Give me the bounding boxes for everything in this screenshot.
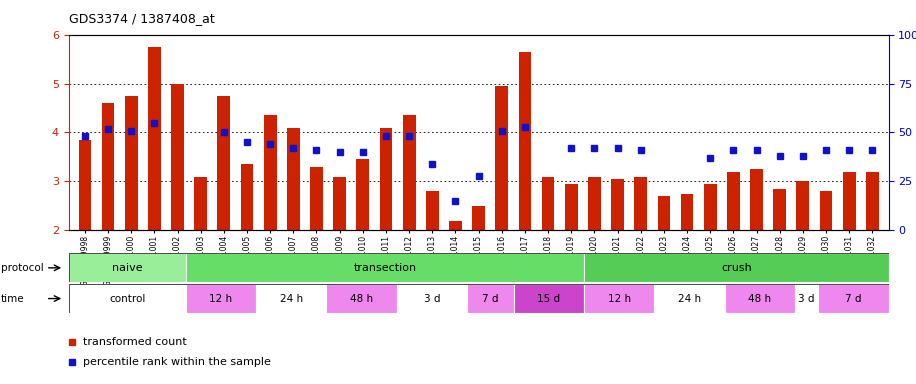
Bar [326, 284, 397, 313]
Bar [186, 253, 584, 282]
Bar [773, 189, 786, 230]
Bar [426, 191, 439, 230]
Text: 12 h: 12 h [210, 293, 233, 304]
Bar [797, 182, 809, 230]
Bar [681, 194, 693, 230]
Bar [635, 177, 647, 230]
Bar [148, 47, 160, 230]
Bar [311, 167, 322, 230]
Bar [514, 284, 584, 313]
Text: control: control [109, 293, 146, 304]
Bar [820, 191, 833, 230]
Text: 7 d: 7 d [845, 293, 862, 304]
Bar [818, 284, 889, 313]
Text: naive: naive [112, 263, 143, 273]
Text: percentile rank within the sample: percentile rank within the sample [83, 358, 271, 367]
Text: protocol: protocol [1, 263, 44, 273]
Bar [467, 284, 514, 313]
Bar [584, 253, 889, 282]
Text: 7 d: 7 d [482, 293, 498, 304]
Bar [750, 169, 763, 230]
Text: 12 h: 12 h [607, 293, 631, 304]
Bar [69, 284, 186, 313]
Bar [186, 284, 256, 313]
Bar [449, 220, 462, 230]
Text: 15 d: 15 d [538, 293, 561, 304]
Text: 24 h: 24 h [279, 293, 303, 304]
Bar [795, 284, 818, 313]
Bar [611, 179, 624, 230]
Bar [217, 96, 230, 230]
Bar [473, 206, 485, 230]
Text: 48 h: 48 h [748, 293, 771, 304]
Text: 48 h: 48 h [350, 293, 373, 304]
Bar [125, 96, 137, 230]
Bar [584, 284, 654, 313]
Bar [588, 177, 601, 230]
Text: transformed count: transformed count [83, 338, 187, 348]
Bar [287, 127, 300, 230]
Bar [654, 284, 725, 313]
Bar [102, 103, 114, 230]
Bar [379, 127, 392, 230]
Text: transection: transection [354, 263, 417, 273]
Bar [69, 253, 186, 282]
Bar [356, 159, 369, 230]
Bar [866, 172, 878, 230]
Bar [843, 172, 856, 230]
Text: time: time [1, 293, 25, 304]
Text: GDS3374 / 1387408_at: GDS3374 / 1387408_at [69, 12, 214, 25]
Bar [256, 284, 326, 313]
Bar [518, 52, 531, 230]
Bar [79, 140, 92, 230]
Text: 24 h: 24 h [678, 293, 701, 304]
Bar [727, 172, 740, 230]
Bar [496, 86, 508, 230]
Text: crush: crush [721, 263, 752, 273]
Bar [264, 115, 277, 230]
Bar [397, 284, 467, 313]
Bar [241, 164, 254, 230]
Bar [333, 177, 346, 230]
Bar [403, 115, 416, 230]
Bar [541, 177, 554, 230]
Bar [703, 184, 716, 230]
Text: 3 d: 3 d [423, 293, 440, 304]
Bar [725, 284, 795, 313]
Bar [194, 177, 207, 230]
Bar [171, 84, 184, 230]
Text: 3 d: 3 d [798, 293, 815, 304]
Bar [658, 196, 671, 230]
Bar [565, 184, 578, 230]
